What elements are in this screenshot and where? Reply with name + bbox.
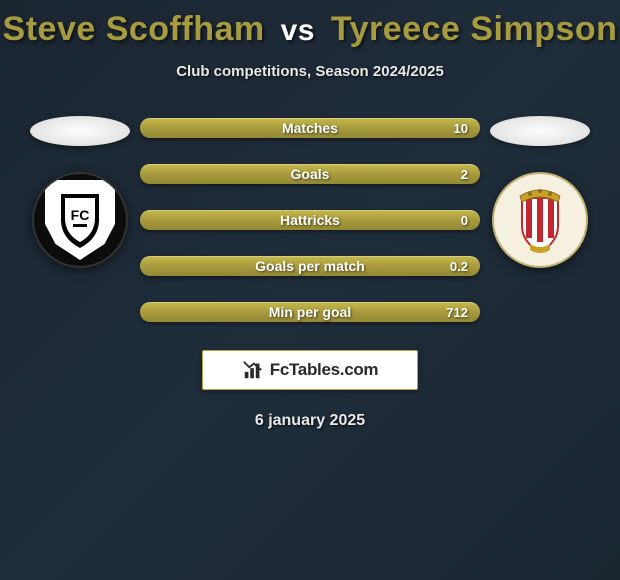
player2-avatar-placeholder <box>490 116 590 146</box>
stat-value-right: 712 <box>438 305 468 320</box>
stat-value-right: 0 <box>438 213 468 228</box>
stat-value-right: 10 <box>438 121 468 136</box>
date-label: 6 january 2025 <box>0 412 620 430</box>
comparison-card: Steve Scoffham vs Tyreece Simpson Club c… <box>0 0 620 430</box>
player1-club-badge: FC <box>32 172 128 268</box>
stat-label: Min per goal <box>269 304 351 320</box>
bar-chart-icon <box>242 359 264 381</box>
stat-label: Matches <box>282 120 338 136</box>
title-row: Steve Scoffham vs Tyreece Simpson <box>0 10 620 49</box>
player2-name: Tyreece Simpson <box>331 10 618 48</box>
stat-value-right: 0.2 <box>438 259 468 274</box>
brand-box[interactable]: FcTables.com <box>202 350 418 390</box>
stat-row-min-per-goal: Min per goal 712 <box>140 302 480 322</box>
stat-label: Goals per match <box>255 258 365 274</box>
stat-row-matches: Matches 10 <box>140 118 480 138</box>
stat-label: Hattricks <box>280 212 340 228</box>
stat-value-right: 2 <box>438 167 468 182</box>
svg-text:FC: FC <box>71 207 90 223</box>
left-column: FC <box>30 116 130 268</box>
stat-row-goals: Goals 2 <box>140 164 480 184</box>
club-shield-icon: FC <box>45 180 115 260</box>
club-crest-icon <box>500 180 580 260</box>
vs-label: vs <box>281 14 315 47</box>
player2-club-badge <box>492 172 588 268</box>
stat-row-goals-per-match: Goals per match 0.2 <box>140 256 480 276</box>
stat-label: Goals <box>291 166 330 182</box>
player1-name: Steve Scoffham <box>3 10 265 48</box>
brand-text: FcTables.com <box>270 360 379 380</box>
content-row: FC Matches 10 Goals 2 Hattricks 0 <box>0 116 620 322</box>
right-column <box>490 116 590 268</box>
player1-avatar-placeholder <box>30 116 130 146</box>
stat-row-hattricks: Hattricks 0 <box>140 210 480 230</box>
stats-column: Matches 10 Goals 2 Hattricks 0 Goals per… <box>140 116 480 322</box>
subtitle: Club competitions, Season 2024/2025 <box>0 63 620 80</box>
